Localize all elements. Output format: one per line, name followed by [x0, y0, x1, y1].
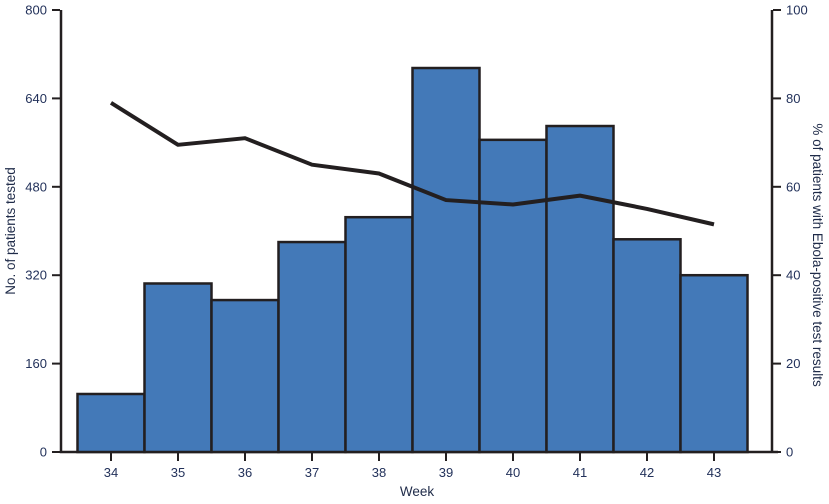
bar-week-42: [612, 238, 682, 454]
right-tick-label: 0: [786, 445, 793, 460]
x-tick-label: 42: [640, 465, 654, 480]
x-tick-label: 39: [439, 465, 453, 480]
x-tick-label: 43: [707, 465, 721, 480]
bar-week-36: [210, 298, 280, 454]
bar-week-43: [679, 273, 749, 454]
left-tick-label: 640: [25, 91, 47, 106]
bar-week-35: [143, 282, 213, 454]
trend-line-series: [109, 101, 715, 227]
left-tick-label: 480: [25, 179, 47, 194]
left-tick-label: 0: [40, 445, 47, 460]
bar-week-40: [478, 138, 548, 454]
left-tick-label: 160: [25, 356, 47, 371]
right-axis-ticks: 0 20 40 60 80 100: [773, 3, 808, 460]
x-axis-title: Week: [400, 484, 435, 499]
right-tick-label: 60: [786, 179, 800, 194]
right-tick-label: 100: [786, 3, 808, 18]
x-tick-label: 37: [305, 465, 319, 480]
x-tick-label: 36: [238, 465, 252, 480]
x-tick-label: 40: [506, 465, 520, 480]
x-tick-label: 34: [104, 465, 118, 480]
right-tick-label: 20: [786, 356, 800, 371]
left-tick-label: 800: [25, 3, 47, 18]
x-tick-label: 38: [372, 465, 386, 480]
right-axis-title: % of patients with Ebola-positive test r…: [810, 123, 825, 387]
bars-series: [76, 66, 749, 454]
bar-week-38: [344, 215, 414, 454]
bar-week-41: [545, 124, 615, 454]
x-tick-label: 41: [573, 465, 587, 480]
bar-week-37: [277, 240, 347, 454]
right-tick-label: 40: [786, 268, 800, 283]
left-axis-title: No. of patients tested: [3, 167, 18, 295]
percent-positive-line: [109, 101, 715, 227]
left-axis-ticks: 0 160 320 480 640 800: [25, 3, 60, 460]
bar-week-34: [76, 392, 146, 454]
x-axis-ticks: 34 35 36 37 38 39 40 41 42 43: [104, 453, 721, 480]
x-tick-label: 35: [171, 465, 185, 480]
right-tick-label: 80: [786, 91, 800, 106]
left-tick-label: 320: [25, 268, 47, 283]
bar-week-39: [411, 66, 481, 454]
